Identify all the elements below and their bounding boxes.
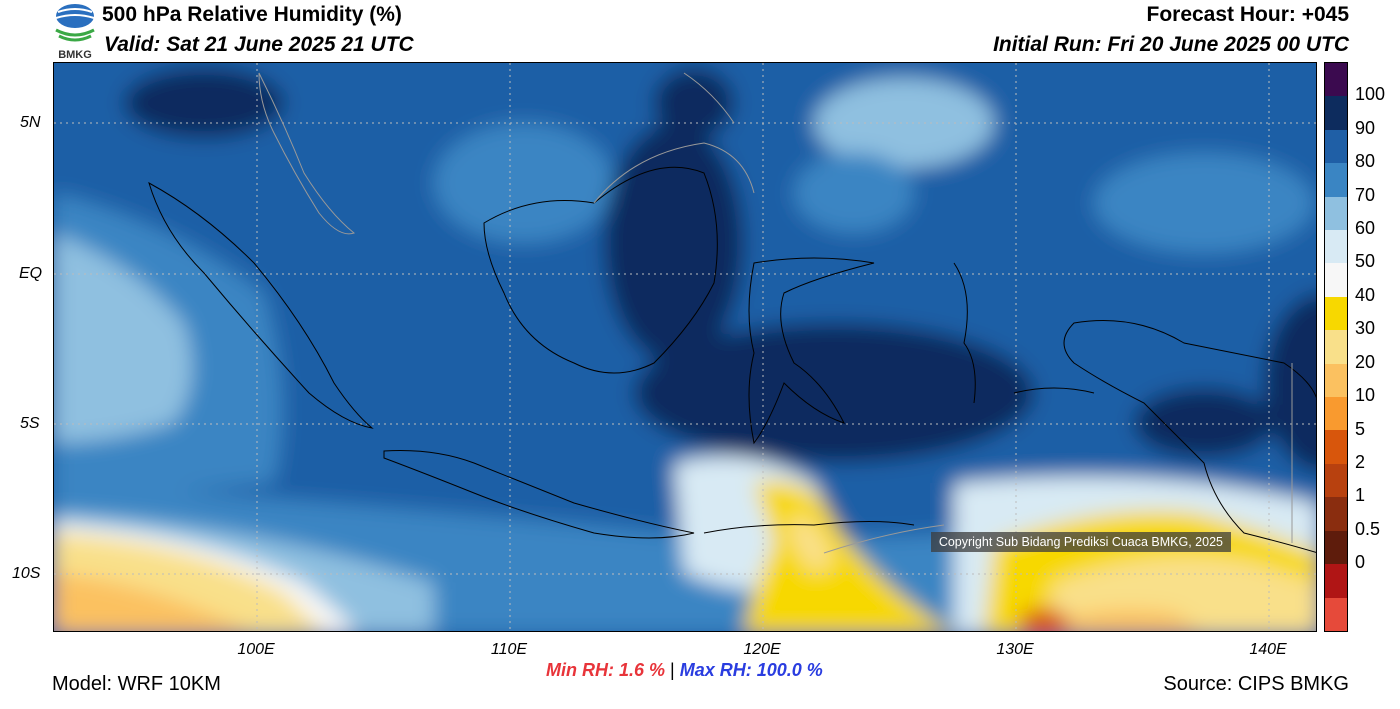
max-rh: Max RH: 100.0 % [679, 660, 823, 680]
colorbar-segment [1325, 497, 1347, 531]
colorbar-label: 70 [1355, 184, 1376, 205]
colorbar-segment [1325, 530, 1347, 565]
colorbar-label: 0 [1355, 552, 1366, 573]
lat-label-5s: 5S [20, 415, 40, 432]
colorbar-label: 100 [1355, 84, 1386, 105]
colorbar-segment [1325, 263, 1347, 297]
source-label: Source: CIPS BMKG [1163, 673, 1349, 695]
colorbar-label: 50 [1355, 251, 1376, 272]
colorbar-segment [1325, 296, 1347, 331]
valid-time: Valid: Sat 21 June 2025 21 UTC [104, 33, 414, 56]
colorbar-segment [1325, 163, 1347, 197]
colorbar-label: 2 [1355, 451, 1366, 472]
colorbar-label: 1 [1355, 485, 1366, 506]
initial-run: Initial Run: Fri 20 June 2025 00 UTC [993, 33, 1349, 56]
logo-text: BMKG [58, 49, 92, 60]
colorbar-segment [1325, 330, 1347, 364]
colorbar-label: 0.5 [1355, 518, 1381, 539]
colorbar-label: 30 [1355, 318, 1376, 339]
chart-title: 500 hPa Relative Humidity (%) [102, 3, 402, 26]
lon-label-110e: 110E [490, 641, 528, 658]
colorbar-segment [1325, 597, 1347, 631]
colorbar-label: 5 [1355, 418, 1366, 439]
colorbar-label: 40 [1355, 284, 1376, 305]
colorbar-segment [1325, 129, 1347, 164]
humidity-map: Copyright Sub Bidang Prediksi Cuaca BMKG… [53, 62, 1317, 632]
copyright-note: Copyright Sub Bidang Prediksi Cuaca BMKG… [930, 532, 1231, 552]
colorbar-segment [1325, 96, 1347, 130]
min-rh: Min RH: 1.6 % [546, 660, 666, 680]
rh-stats: Min RH: 1.6 % | Max RH: 100.0 % [546, 660, 823, 681]
colorbar-segment [1325, 196, 1347, 231]
colorbar-segment [1325, 463, 1347, 498]
colorbar-segment [1325, 363, 1347, 398]
forecast-hour: Forecast Hour: +045 [1146, 3, 1350, 26]
colorbar-segment [1325, 230, 1347, 264]
lat-label-5n: 5N [20, 114, 41, 131]
stats-separator: | [670, 660, 675, 680]
colorbar-segment [1325, 397, 1347, 431]
colorbar-label: 20 [1355, 351, 1376, 372]
lon-label-120e: 120E [743, 641, 781, 658]
bmkg-logo: BMKG [50, 2, 100, 61]
colorbar-label: 60 [1355, 218, 1376, 239]
lon-label-140e: 140E [1249, 641, 1287, 658]
colorbar-label: 10 [1355, 385, 1376, 406]
colorbar-label: 80 [1355, 151, 1376, 172]
lon-label-130e: 130E [996, 641, 1034, 658]
lat-label-10s: 10S [12, 565, 41, 582]
model-label: Model: WRF 10KM [52, 673, 221, 695]
colorbar-label: 90 [1355, 117, 1376, 138]
colorbar [1324, 62, 1348, 632]
coastlines [148, 72, 1316, 554]
lat-label-eq: EQ [19, 265, 43, 282]
colorbar-segment [1325, 564, 1347, 598]
colorbar-segment [1325, 63, 1347, 97]
lon-label-100e: 100E [237, 641, 275, 658]
colorbar-segment [1325, 430, 1347, 464]
